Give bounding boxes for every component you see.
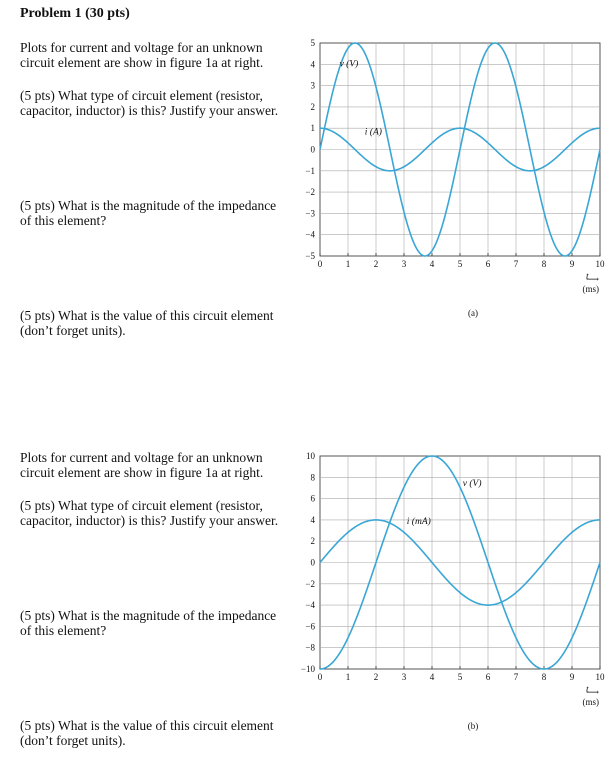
y-tick-label: −5	[305, 251, 315, 261]
y-tick-label: 6	[311, 494, 316, 504]
problem-title: Problem 1 (30 pts)	[20, 6, 130, 21]
y-tick-label: 3	[311, 81, 316, 91]
x-tick-label: 6	[486, 259, 491, 269]
y-tick-label: −8	[305, 643, 315, 653]
chart-a: 0 1 2 3 4 5 6 7 8 9 10 5 4 3 2 1 0 −1 −2 −3 −4 −5 v (V) i (A) t ⟶…	[305, 38, 605, 318]
x-tick-label: 8	[542, 672, 547, 682]
part-b-question-2: (5 pts) What is the magnitude of the imp…	[20, 608, 277, 638]
x-tick-label: 4	[430, 672, 435, 682]
series-line-1	[319, 519, 601, 606]
part-b-question-1: (5 pts) What type of circuit element (re…	[20, 498, 279, 528]
part-b-question-3: (5 pts) What is the value of this circui…	[20, 718, 274, 748]
y-tick-label: −1	[305, 166, 315, 176]
x-tick-label: 1	[346, 672, 351, 682]
x-tick-label: 7	[514, 259, 519, 269]
x-tick-label: 9	[570, 672, 575, 682]
series-label-0: v (V)	[463, 478, 482, 489]
series-label-1: i (mA)	[407, 516, 431, 527]
x-tick-label: 6	[486, 672, 491, 682]
x-tick-label: 7	[514, 672, 519, 682]
series-line-0	[319, 42, 601, 257]
y-tick-label: 8	[311, 472, 316, 482]
y-tick-label: 10	[306, 451, 316, 461]
part-a-question-2: (5 pts) What is the magnitude of the imp…	[20, 198, 277, 228]
y-tick-label: 2	[311, 536, 316, 546]
x-tick-label: 1	[346, 259, 351, 269]
x-tick-label: 0	[318, 672, 323, 682]
part-a-intro: Plots for current and voltage for an unk…	[20, 40, 264, 70]
series-line-1	[319, 127, 601, 172]
y-tick-label: 4	[311, 59, 316, 69]
x-tick-label: 9	[570, 259, 575, 269]
chart-b-group: 0 1 2 3 4 5 6 7 8 9 10 10 8 6 4 2 0 −2 −4 −6 −8 −10 v (V) i (mA…	[301, 451, 605, 731]
y-tick-label: 0	[311, 145, 316, 155]
y-tick-label: −3	[305, 208, 315, 218]
x-tick-label: 3	[402, 259, 407, 269]
y-tick-label: −4	[305, 600, 315, 610]
x-tick-label: 2	[374, 259, 379, 269]
part-a-question-1: (5 pts) What type of circuit element (re…	[20, 88, 279, 118]
y-tick-label: 1	[311, 123, 316, 133]
x-tick-label: 3	[402, 672, 407, 682]
y-tick-label: 5	[311, 38, 316, 48]
y-tick-label: −6	[305, 621, 315, 631]
x-tick-label: 5	[458, 672, 463, 682]
chart-caption: (b)	[468, 721, 479, 731]
series-label-0: v (V)	[340, 58, 359, 69]
x-axis-unit: (ms)	[583, 697, 600, 707]
x-axis-label: t	[586, 685, 589, 695]
y-tick-label: 0	[311, 558, 316, 568]
y-tick-label: 2	[311, 102, 316, 112]
x-axis-unit: (ms)	[583, 284, 600, 294]
x-axis-arrow: ⟶	[586, 274, 599, 284]
x-axis-arrow: ⟶	[586, 687, 599, 697]
x-tick-label: 5	[458, 259, 463, 269]
x-tick-label: 4	[430, 259, 435, 269]
series-label-1: i (A)	[365, 127, 382, 138]
x-axis-label: t	[586, 272, 589, 282]
x-tick-label: 10	[596, 259, 606, 269]
x-tick-label: 8	[542, 259, 547, 269]
part-b-intro: Plots for current and voltage for an unk…	[20, 450, 264, 480]
part-a-question-3: (5 pts) What is the value of this circui…	[20, 308, 274, 338]
x-tick-label: 10	[596, 672, 606, 682]
y-tick-label: −2	[305, 579, 315, 589]
y-tick-label: −10	[301, 664, 316, 674]
y-tick-label: 4	[311, 515, 316, 525]
y-tick-label: −4	[305, 230, 315, 240]
x-tick-label: 0	[318, 259, 323, 269]
x-tick-label: 2	[374, 672, 379, 682]
chart-caption: (a)	[468, 308, 478, 318]
series-line-0	[319, 455, 601, 670]
y-tick-label: −2	[305, 187, 315, 197]
